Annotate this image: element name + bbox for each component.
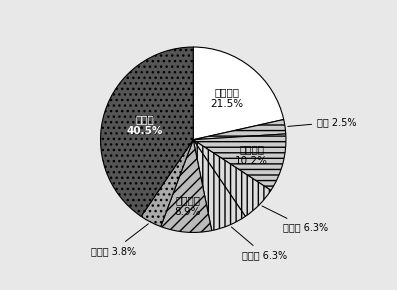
Wedge shape [193, 134, 286, 191]
Text: 正規職員
10.2%: 正規職員 10.2% [235, 144, 268, 166]
Text: その他 3.8%: その他 3.8% [91, 224, 148, 256]
Wedge shape [100, 47, 193, 216]
Wedge shape [193, 119, 286, 140]
Text: 福祉施設
8.9%: 福祉施設 8.9% [175, 195, 201, 217]
Wedge shape [161, 140, 212, 233]
Text: 今のまま
21.5%: 今のまま 21.5% [210, 87, 243, 108]
Wedge shape [193, 140, 271, 216]
Wedge shape [193, 47, 284, 140]
Text: 無回答
40.5%: 無回答 40.5% [126, 114, 163, 135]
Text: 自営 2.5%: 自営 2.5% [288, 117, 357, 127]
Text: 臨時等 6.3%: 臨時等 6.3% [262, 206, 328, 232]
Wedge shape [141, 140, 193, 226]
Wedge shape [193, 140, 245, 231]
Text: 自宅で 6.3%: 自宅で 6.3% [231, 227, 287, 260]
